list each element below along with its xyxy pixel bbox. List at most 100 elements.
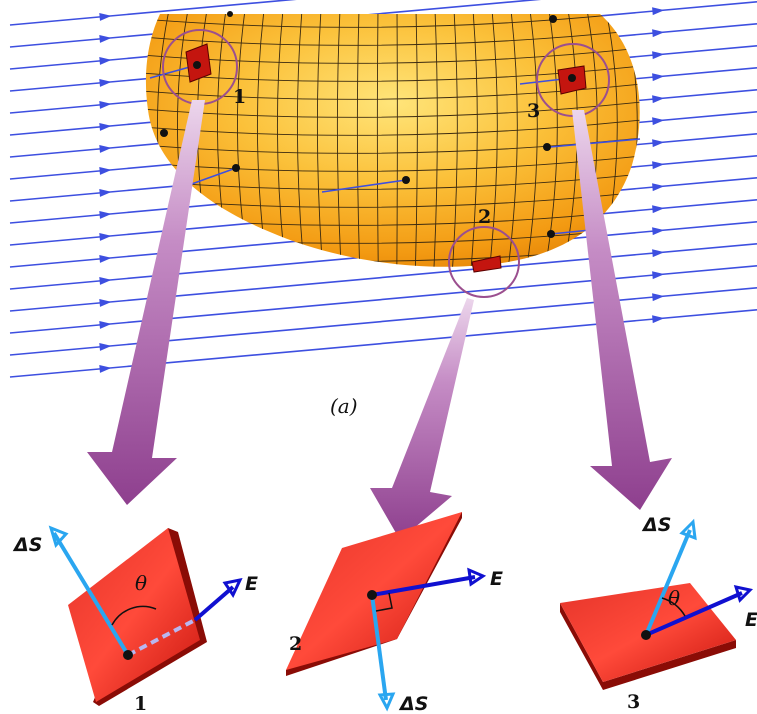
mesh-line — [376, 14, 379, 267]
mesh-line — [336, 14, 343, 267]
enlarged-patch-3: ΔS E θ 3 — [560, 514, 757, 713]
mesh-line — [316, 14, 324, 267]
field-vector-3 — [645, 591, 743, 637]
angle-label-3: θ — [668, 586, 680, 610]
pointer-arrow-2 — [370, 298, 474, 540]
normal-vector-2 — [370, 594, 388, 701]
mesh-line — [542, 14, 558, 267]
field-line-arrowhead — [652, 205, 665, 214]
field-vector-1 — [193, 585, 235, 622]
field-line-arrowhead — [99, 342, 112, 351]
field-line-arrowhead — [652, 183, 665, 192]
mesh-line — [487, 14, 498, 267]
field-line-arrowhead — [652, 117, 665, 126]
field-line-arrowhead — [99, 364, 112, 373]
field-line-arrowhead — [99, 232, 112, 241]
dot — [193, 61, 201, 69]
field-line-arrowhead — [652, 293, 665, 302]
field-label-1: E — [245, 573, 258, 595]
closed-surface — [145, 14, 641, 273]
field-line-arrowhead — [652, 7, 665, 16]
mesh-line — [506, 14, 518, 267]
field-line-arrowhead — [99, 210, 112, 219]
field-line-arrowhead — [652, 271, 665, 280]
field-line-arrowhead — [99, 166, 112, 175]
field-line-arrowhead — [99, 122, 112, 131]
field-line-arrowhead — [99, 298, 112, 307]
pointer-arrow-3 — [572, 110, 672, 510]
field-line-arrowhead — [652, 139, 665, 148]
dot — [568, 74, 576, 82]
field-line — [9, 0, 297, 26]
surface-patch-2 — [471, 255, 502, 273]
mesh-line — [145, 81, 640, 100]
field-line-arrowhead — [99, 100, 112, 109]
mesh-line — [432, 14, 438, 267]
dot — [549, 15, 557, 23]
field-line-arrowhead — [652, 51, 665, 60]
field-line — [9, 264, 757, 334]
field-line-arrowhead — [99, 254, 112, 263]
mesh-line — [356, 14, 361, 267]
mesh-line — [396, 14, 398, 267]
field-line-arrowhead — [652, 29, 665, 38]
right-angle-mark-2 — [375, 592, 393, 612]
figure-caption: (a) — [330, 394, 358, 418]
field-vector-2 — [371, 575, 476, 597]
normal-label-3: ΔS — [641, 514, 671, 536]
field-line-arrowhead — [99, 56, 112, 65]
enlarged-patch-2: E ΔS 2 — [286, 512, 503, 714]
dot — [160, 129, 168, 137]
normal-label-2: ΔS — [398, 693, 428, 714]
normal-label-1: ΔS — [12, 534, 42, 556]
field-line-arrowhead — [652, 315, 665, 324]
field-line-arrowhead — [99, 320, 112, 329]
patch-number-1: 1 — [233, 86, 246, 108]
enlarged-patch-number-1: 1 — [134, 693, 147, 714]
patch-number-2: 2 — [478, 206, 491, 228]
field-line-arrowhead — [99, 144, 112, 153]
field-line-segment — [549, 138, 641, 148]
surface-fill — [145, 14, 640, 267]
patch-center-dot-1 — [123, 650, 133, 660]
field-label-2: E — [490, 568, 503, 590]
angle-arc-3 — [661, 597, 686, 617]
highlight-circle-2 — [448, 226, 520, 298]
dot — [543, 143, 551, 151]
angle-label-1: θ — [135, 571, 147, 595]
field-line-arrowhead — [99, 276, 112, 285]
patch-center-dot-2 — [367, 590, 377, 600]
normal-vector-1 — [52, 531, 130, 657]
enlarged-patch-1: ΔS E θ 1 — [12, 525, 258, 714]
mesh-line — [524, 14, 538, 267]
patch-number-3: 3 — [527, 100, 540, 122]
pointer-arrow-1 — [87, 100, 205, 505]
dot — [232, 164, 240, 172]
field-line-arrowhead — [652, 73, 665, 82]
dot — [227, 11, 233, 17]
mesh-line — [145, 14, 640, 28]
patch-center-dot-3 — [641, 630, 651, 640]
mesh-line — [414, 14, 418, 267]
field-line-arrowhead — [652, 161, 665, 170]
dot — [547, 230, 555, 238]
angle-arc-1 — [111, 605, 157, 626]
enlarged-patch-number-3: 3 — [627, 691, 640, 713]
field-line-arrowhead — [99, 188, 112, 197]
mesh-line — [145, 27, 640, 46]
enlarged-patch-number-2: 2 — [289, 633, 302, 655]
field-line-arrowhead — [652, 249, 665, 258]
field-line-intersection-dots — [160, 11, 576, 238]
field-line-segment — [321, 179, 407, 193]
field-line-arrowhead — [652, 95, 665, 104]
normal-vector-3 — [644, 529, 692, 636]
field-line — [9, 286, 757, 356]
dot — [402, 176, 410, 184]
field-label-3: E — [745, 609, 757, 631]
plate-1 — [68, 528, 200, 702]
field-line-arrowhead — [99, 34, 112, 43]
field-line — [9, 308, 757, 378]
mesh-line — [469, 14, 478, 267]
field-line-arrowhead — [99, 78, 112, 87]
